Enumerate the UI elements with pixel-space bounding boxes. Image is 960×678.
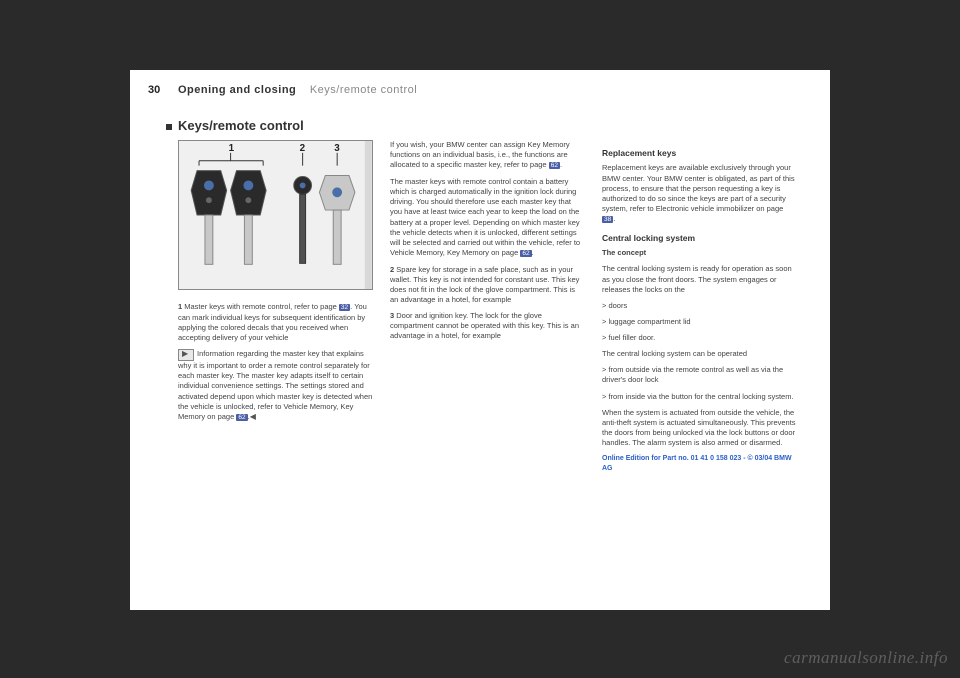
page-number: 30: [148, 84, 160, 96]
col3-p1-end: .: [613, 214, 615, 223]
note-block: Information regarding the master key tha…: [178, 349, 373, 422]
bullet-inside: > from inside via the button for the cen…: [602, 392, 797, 402]
page-ref-32[interactable]: 32: [339, 304, 350, 311]
col3-p3: The central locking system is ready for …: [602, 264, 797, 294]
keys-figure: 1 2 3: [178, 140, 373, 290]
fig-label-1: 1: [229, 143, 235, 154]
column-1: 1 Master keys with remote control, refer…: [178, 302, 373, 429]
section-bullet: [166, 124, 172, 130]
column-3: Replacement keys Replacement keys are av…: [602, 140, 797, 479]
section-title: Keys/remote control: [178, 118, 304, 133]
item-3: 3 Door and ignition key. The lock for th…: [390, 311, 585, 341]
bullet-doors: > doors: [602, 301, 797, 311]
header-title: Opening and closing: [178, 84, 296, 96]
item-1-text: Master keys with remote control, refer t…: [184, 302, 339, 311]
item-3-text: Door and ignition key. The lock for the …: [390, 311, 579, 340]
subhead-central-locking: Central locking system: [602, 233, 797, 244]
col2-p2-text: The master keys with remote control cont…: [390, 177, 580, 257]
note-text: Information regarding the master key tha…: [178, 349, 372, 421]
col2-p2: The master keys with remote control cont…: [390, 177, 585, 259]
watermark: carmanualsonline.info: [784, 648, 948, 668]
col3-p1: Replacement keys are available exclusive…: [602, 163, 797, 224]
col2-p1-end: .: [560, 160, 562, 169]
fig-label-2: 2: [300, 143, 306, 154]
page-ref-62b[interactable]: 62: [549, 162, 560, 169]
bullet-fuel: > fuel filler door.: [602, 333, 797, 343]
col3-p1-text: Replacement keys are available exclusive…: [602, 163, 795, 213]
item-2-num: 2: [390, 265, 394, 274]
col3-p4: The central locking system can be operat…: [602, 349, 797, 359]
page-ref-62c[interactable]: 62: [520, 250, 531, 257]
col3-p5: When the system is actuated from outside…: [602, 408, 797, 449]
item-3-num: 3: [390, 311, 394, 320]
column-2: If you wish, your BMW center can assign …: [390, 140, 585, 348]
fig-label-3: 3: [334, 143, 340, 154]
header-keyword: Keys/remote control: [310, 84, 417, 96]
col2-p2-end: .: [532, 248, 534, 257]
col2-p1: If you wish, your BMW center can assign …: [390, 140, 585, 171]
col2-p1-text: If you wish, your BMW center can assign …: [390, 140, 570, 169]
note-icon: [178, 349, 194, 361]
item-1: 1 Master keys with remote control, refer…: [178, 302, 373, 343]
note-end-marker: ◀: [250, 412, 256, 421]
item-2-text: Spare key for storage in a safe place, s…: [390, 265, 579, 304]
item-1-num: 1: [178, 302, 182, 311]
bullet-luggage: > luggage compartment lid: [602, 317, 797, 327]
bullet-outside: > from outside via the remote control as…: [602, 365, 797, 385]
concept-label: The concept: [602, 248, 797, 258]
page-header: Opening and closing Keys/remote control: [178, 84, 417, 96]
manual-page: 30 Opening and closing Keys/remote contr…: [130, 70, 830, 610]
edition-link[interactable]: Online Edition for Part no. 01 41 0 158 …: [602, 454, 797, 473]
page-ref-38[interactable]: 38: [602, 216, 613, 223]
subhead-replacement: Replacement keys: [602, 148, 797, 159]
page-ref-62a[interactable]: 62: [236, 414, 247, 421]
item-2: 2 Spare key for storage in a safe place,…: [390, 265, 585, 306]
concept-text: The concept: [602, 248, 646, 257]
